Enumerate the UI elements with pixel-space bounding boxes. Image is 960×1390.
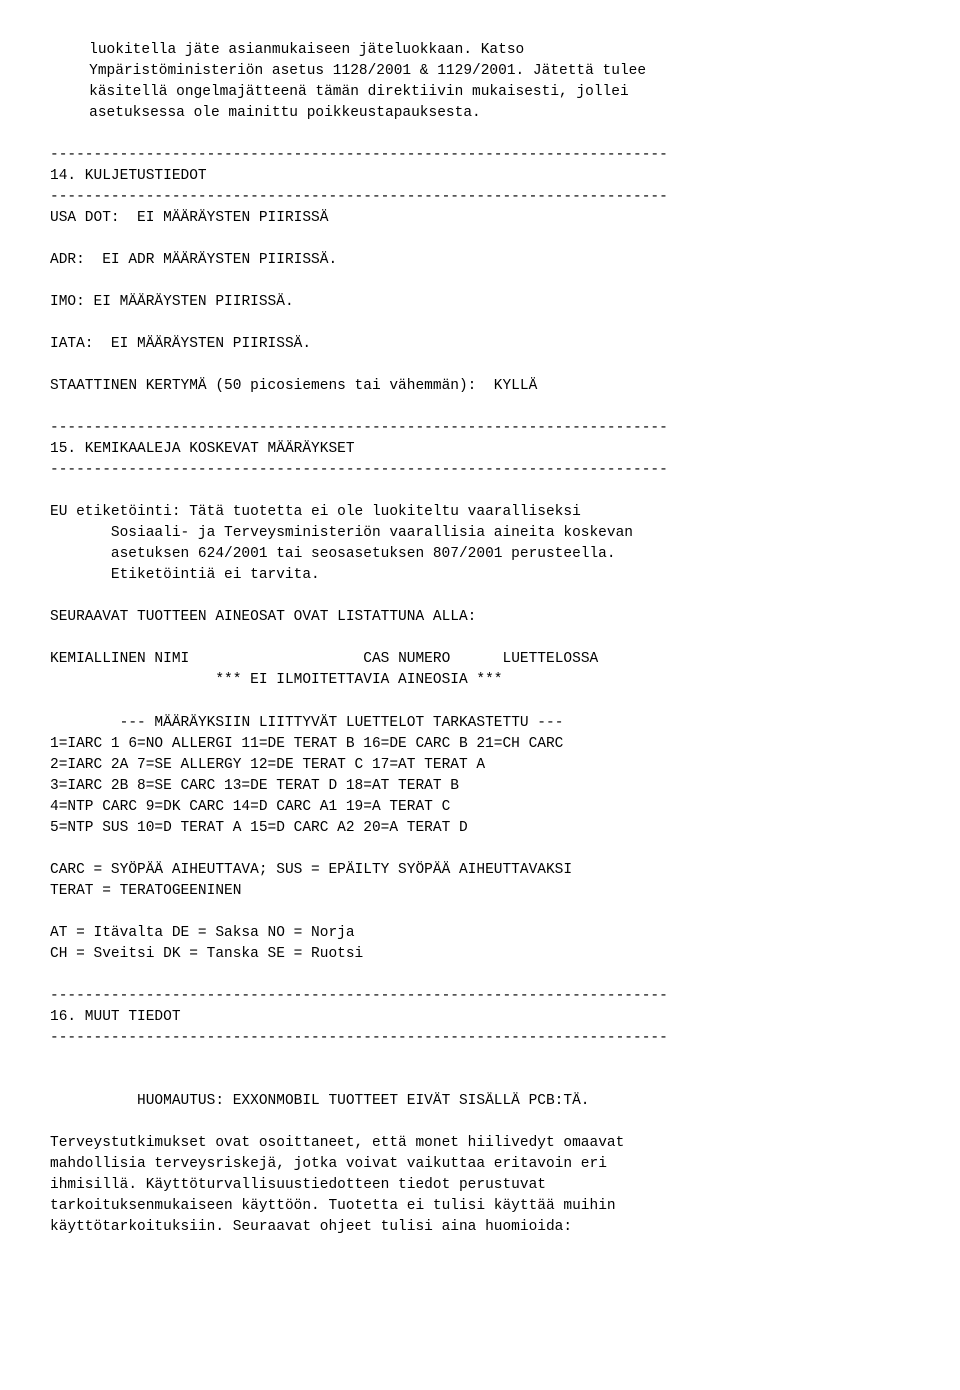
blank-line [50,1070,910,1091]
listed-header: LUETTELOSSA [503,651,599,667]
usa-dot-row: USA DOT: EI MÄÄRÄYSTEN PIIRISSÄ [50,208,910,229]
section-14-title: 14. KULJETUSTIEDOT [50,166,910,187]
blank-line [50,586,910,607]
no-components-text: *** EI ILMOITETTAVIA AINEOSIA *** [215,672,502,688]
adr-label: ADR: [50,252,85,268]
iata-row: IATA: EI MÄÄRÄYSTEN PIIRISSÄ. [50,334,910,355]
static-accumulation-row: STAATTINEN KERTYMÄ (50 picosiemens tai v… [50,376,910,397]
eu-label-line: EU etiketöinti: Tätä tuotetta ei ole luo… [50,502,910,523]
iata-label: IATA: [50,336,94,352]
health-paragraph-line: Terveystutkimukset ovat osoittaneet, ett… [50,1133,910,1154]
component-header-row: KEMIALLINEN NIMI CAS NUMERO LUETTELOSSA [50,649,910,670]
legend-row: 5=NTP SUS 10=D TERAT A 15=D CARC A2 20=A… [50,818,910,839]
static-label: STAATTINEN KERTYMÄ (50 picosiemens tai v… [50,378,476,394]
blank-line [50,1112,910,1133]
blank-line [50,902,910,923]
eu-label-line: asetuksen 624/2001 tai seosasetuksen 807… [50,544,910,565]
imo-value: EI MÄÄRÄYSTEN PIIRISSÄ. [94,294,294,310]
blank-line [50,313,910,334]
legend-row: 1=IARC 1 6=NO ALLERGI 11=DE TERAT B 16=D… [50,734,910,755]
adr-value: EI ADR MÄÄRÄYSTEN PIIRISSÄ. [102,252,337,268]
pcb-notice-text: HUOMAUTUS: EXXONMOBIL TUOTTEET EIVÄT SIS… [137,1093,589,1109]
section-separator: ----------------------------------------… [50,145,910,166]
legend-header: --- MÄÄRÄYKSIIN LIITTYVÄT LUETTELOT TARK… [50,713,910,734]
country-codes-line: AT = Itävalta DE = Saksa NO = Norja [50,923,910,944]
legend-row: 2=IARC 2A 7=SE ALLERGY 12=DE TERAT C 17=… [50,755,910,776]
cas-number-header: CAS NUMERO [363,651,450,667]
eu-label-line: Etiketöintiä ei tarvita. [50,565,910,586]
section-separator: ----------------------------------------… [50,986,910,1007]
blank-line [50,271,910,292]
intro-line: Ympäristöministeriön asetus 1128/2001 & … [50,61,910,82]
imo-label: IMO: [50,294,85,310]
static-value: KYLLÄ [494,378,538,394]
imo-row: IMO: EI MÄÄRÄYSTEN PIIRISSÄ. [50,292,910,313]
eu-label-line: Sosiaali- ja Terveysministeriön vaaralli… [50,523,910,544]
legend-header-text: --- MÄÄRÄYKSIIN LIITTYVÄT LUETTELOT TARK… [120,715,564,731]
intro-line: luokitella jäte asianmukaiseen jäteluokk… [50,40,910,61]
blank-line [50,355,910,376]
terat-definition: TERAT = TERATOGEENINEN [50,881,910,902]
section-15-title: 15. KEMIKAALEJA KOSKEVAT MÄÄRÄYKSET [50,439,910,460]
section-separator: ----------------------------------------… [50,418,910,439]
adr-row: ADR: EI ADR MÄÄRÄYSTEN PIIRISSÄ. [50,250,910,271]
blank-line [50,691,910,712]
health-paragraph-line: ihmisillä. Käyttöturvallisuustiedotteen … [50,1175,910,1196]
section-separator: ----------------------------------------… [50,460,910,481]
blank-line [50,229,910,250]
blank-line [50,481,910,502]
legend-row: 3=IARC 2B 8=SE CARC 13=DE TERAT D 18=AT … [50,776,910,797]
components-heading: SEURAAVAT TUOTTEEN AINEOSAT OVAT LISTATT… [50,607,910,628]
pcb-notice: HUOMAUTUS: EXXONMOBIL TUOTTEET EIVÄT SIS… [50,1091,910,1112]
country-codes-line: CH = Sveitsi DK = Tanska SE = Ruotsi [50,944,910,965]
blank-line [50,124,910,145]
section-16-title: 16. MUUT TIEDOT [50,1007,910,1028]
carc-definition: CARC = SYÖPÄÄ AIHEUTTAVA; SUS = EPÄILTY … [50,860,910,881]
usa-dot-value: EI MÄÄRÄYSTEN PIIRISSÄ [137,210,328,226]
section-separator: ----------------------------------------… [50,1028,910,1049]
health-paragraph-line: tarkoituksenmukaiseen käyttöön. Tuotetta… [50,1196,910,1217]
blank-line [50,628,910,649]
intro-line: asetuksessa ole mainittu poikkeustapauks… [50,103,910,124]
blank-line [50,1049,910,1070]
blank-line [50,839,910,860]
chem-name-header: KEMIALLINEN NIMI [50,651,189,667]
usa-dot-label: USA DOT: [50,210,120,226]
blank-line [50,397,910,418]
intro-line: käsitellä ongelmajätteenä tämän direktii… [50,82,910,103]
iata-value: EI MÄÄRÄYSTEN PIIRISSÄ. [111,336,311,352]
legend-row: 4=NTP CARC 9=DK CARC 14=D CARC A1 19=A T… [50,797,910,818]
blank-line [50,965,910,986]
no-components-row: *** EI ILMOITETTAVIA AINEOSIA *** [50,670,910,691]
health-paragraph-line: mahdollisia terveysriskejä, jotka voivat… [50,1154,910,1175]
section-separator: ----------------------------------------… [50,187,910,208]
health-paragraph-line: käyttötarkoituksiin. Seuraavat ohjeet tu… [50,1217,910,1238]
